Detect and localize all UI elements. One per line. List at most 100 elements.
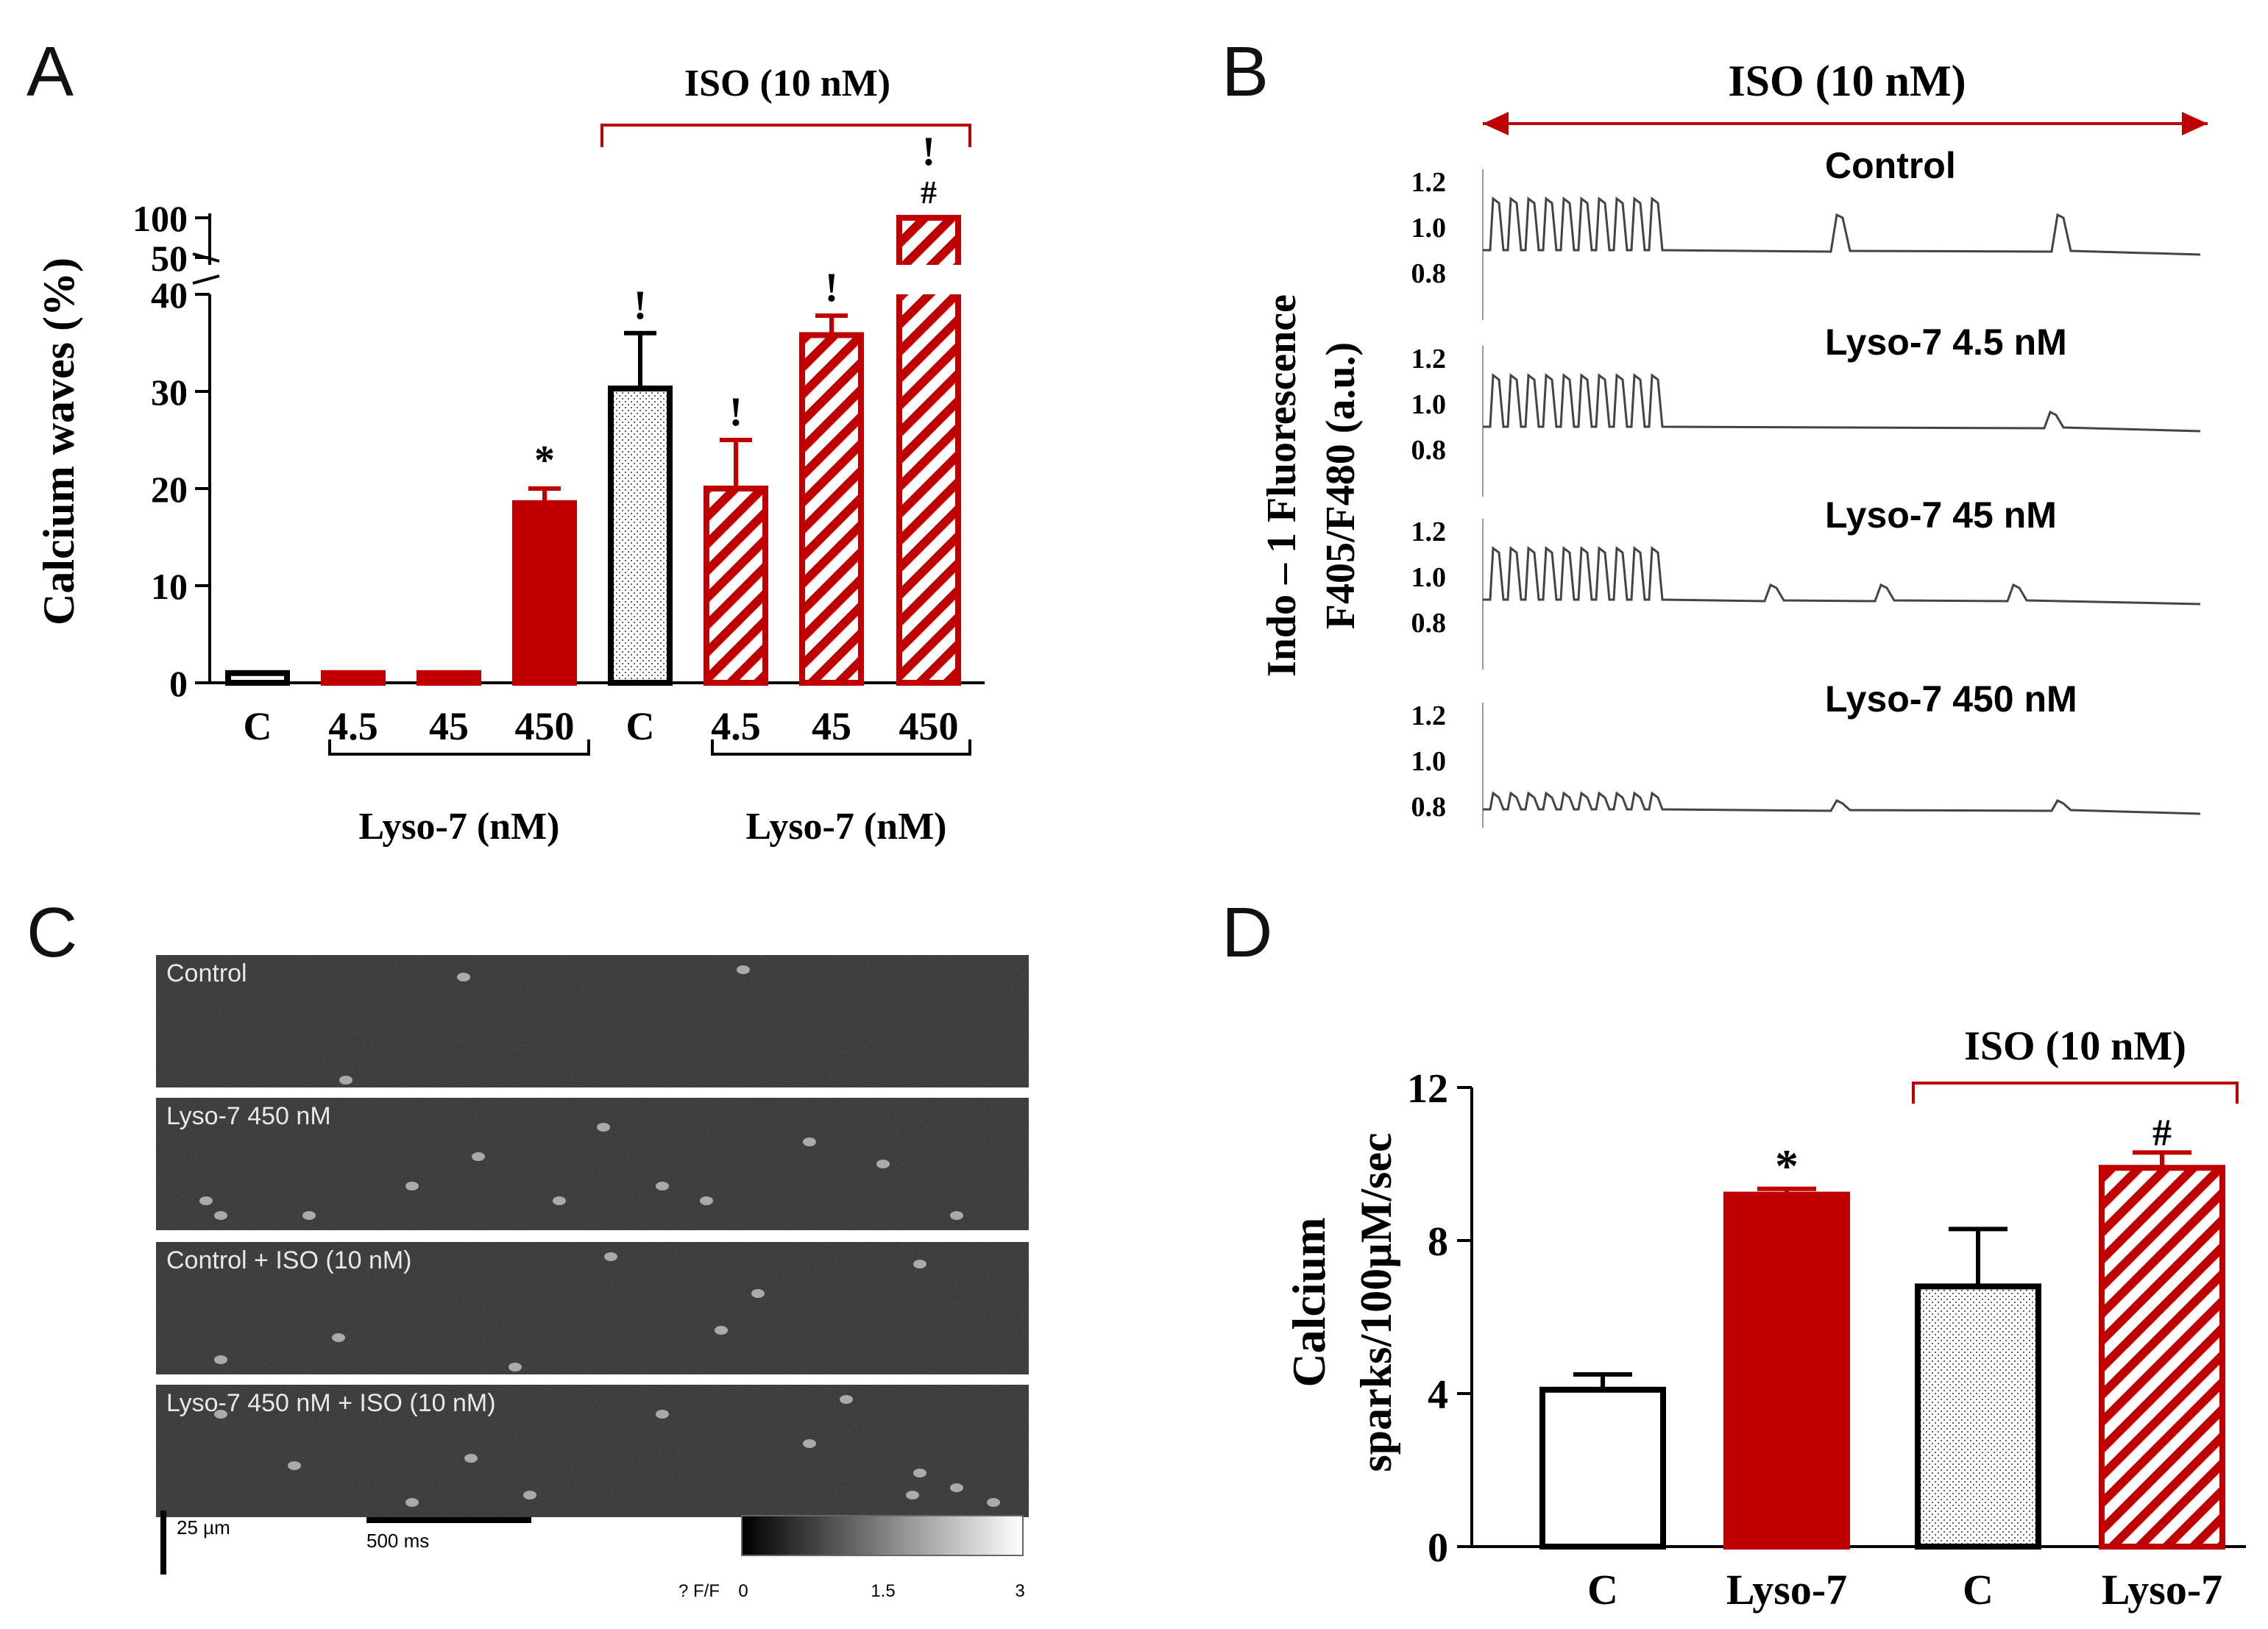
panel-a-annotation: # [921, 174, 937, 210]
panel-b-trace-tick: 1.2 [1411, 344, 1447, 375]
panel-a-bar [704, 486, 768, 686]
panel-d-iso-label: ISO (10 nM) [1964, 1023, 2186, 1069]
panel-a-xtick-label: 450 [899, 704, 959, 748]
panel-a-xtick-label: 4.5 [328, 704, 378, 748]
panel-letter-b: B [1222, 32, 1269, 111]
panel-c-spark [987, 1498, 1000, 1507]
panel-c-spark [950, 1211, 963, 1220]
panel-c-colorbar-tick-0: 0 [738, 1581, 748, 1601]
panel-a-iso-bracket [600, 124, 971, 147]
panel-a-xtick-label: 4.5 [711, 704, 761, 748]
panel-d-ylabel-line2: sparks/100µM/sec [1352, 1132, 1400, 1472]
panel-a-iso-label: ISO (10 nM) [684, 63, 890, 104]
panel-a-group-label-2: Lyso-7 (nM) [746, 806, 947, 848]
panel-d-xtick-label: Lyso-7 [1726, 1566, 1847, 1614]
panel-b-trace-tick: 0.8 [1411, 435, 1447, 466]
panel-b-trace-tick: 1.2 [1411, 517, 1447, 547]
panel-d-bar [2099, 1165, 2225, 1550]
panel-a-ytick-label: 10 [151, 566, 188, 607]
panel-c-spark [508, 1363, 522, 1371]
panel-b-arrowhead-right [2182, 112, 2208, 135]
panel-c-spark [302, 1211, 316, 1220]
panel-a-group-bracket-2 [711, 739, 971, 756]
panel-c-spark [656, 1410, 669, 1419]
panel-c-spark [288, 1461, 301, 1470]
panel-a-group-bracket-1 [328, 739, 590, 756]
panel-d-bar [1915, 1283, 2041, 1550]
panel-c-spark [597, 1123, 610, 1132]
panel-letter-c: C [26, 893, 77, 972]
panel-a-bar [417, 670, 481, 686]
panel-c-spark [405, 1498, 419, 1507]
panel-c-spark [464, 1454, 478, 1463]
panel-d-xtick-label: Lyso-7 [2102, 1566, 2222, 1614]
panel-c-spark [803, 1439, 816, 1448]
panel-b-trace-tick: 1.2 [1411, 167, 1447, 198]
panel-letter-a: A [26, 32, 74, 111]
panel-c-image-noise [156, 1385, 1029, 1517]
panel-a-ytick-label: 40 [151, 274, 188, 316]
panel-a-ytick-label: 50 [151, 238, 188, 279]
panel-b-trace-name: Lyso-7 450 nM [1825, 678, 2077, 720]
panel-c-spark [472, 1152, 485, 1161]
panel-c-spark [553, 1196, 566, 1205]
panel-d-chart: Calcium sparks/100µM/sec 0 4 8 12 C * Lyso-7 C… [1283, 1023, 2246, 1614]
panel-c-image-noise [156, 1242, 1029, 1374]
panel-c-spark [906, 1491, 919, 1500]
panel-c-spark [840, 1395, 853, 1404]
panel-a-annotation: ! [922, 129, 936, 174]
panel-c-scale-x-label: 500 ms [366, 1530, 429, 1552]
panel-c-spark [803, 1138, 816, 1146]
panel-c-scale-y-label: 25 µm [177, 1516, 230, 1538]
panel-c-spark [339, 1076, 352, 1085]
panel-c-spark [876, 1160, 890, 1168]
panel-a-xtick-label: C [626, 704, 655, 748]
panel-a-bar [896, 215, 961, 686]
panel-a-bar [799, 332, 864, 686]
panel-d-annotation: * [1775, 1140, 1799, 1192]
panel-c-spark [715, 1326, 728, 1335]
panel-c-spark [913, 1469, 926, 1477]
panel-d-iso-bracket [1912, 1082, 2239, 1104]
panel-c-spark [751, 1289, 765, 1298]
panel-b-trace-name: Control [1825, 145, 1956, 186]
panel-d-ytick-label: 8 [1428, 1219, 1448, 1265]
panel-b-trace-line [1483, 373, 2201, 433]
panel-a-ytick-label: 100 [132, 198, 188, 239]
panel-a-bar [512, 500, 577, 686]
panel-c-image-noise [156, 955, 1029, 1087]
panel-c-colorbar-tick-1: 1.5 [871, 1581, 895, 1601]
panel-d-xtick-label: C [1963, 1566, 1994, 1614]
panel-a-ylabel: Calcium waves (%) [35, 258, 83, 625]
panel-c-colorbar-label: ? F/F [678, 1581, 720, 1601]
panel-c-spark [332, 1333, 345, 1342]
panel-a-xtick-label: C [244, 704, 272, 748]
panel-c-spark [457, 973, 470, 982]
panel-c-spark [656, 1182, 669, 1190]
panel-d-ytick-label: 4 [1428, 1372, 1448, 1418]
panel-c-colorbar [741, 1515, 1024, 1556]
panel-a-bar [321, 670, 386, 686]
panel-a-ytick-label: 20 [151, 469, 188, 510]
panel-a-xtick-label: 45 [429, 704, 469, 748]
panel-b-trace-name: Lyso-7 45 nM [1825, 494, 2057, 536]
panel-c-spark [405, 1182, 419, 1190]
panel-b-trace-name: Lyso-7 4.5 nM [1825, 322, 2067, 363]
panel-b-trace-tick: 1.0 [1411, 746, 1447, 777]
panel-b-trace-tick: 0.8 [1411, 258, 1447, 289]
panel-b-trace-tick: 1.0 [1411, 389, 1447, 420]
panel-c-images: Control Lyso-7 450 nM Control + ISO (10 nM… [156, 955, 1029, 1601]
panel-c-spark [214, 1211, 227, 1220]
panel-c-image-label: Control + ISO (10 nM) [166, 1246, 412, 1274]
panel-b-trace-tick: 0.8 [1411, 792, 1447, 823]
panel-a-annotation: ! [729, 389, 743, 435]
panel-c-spark [199, 1196, 213, 1205]
panel-d-annotation: # [2152, 1112, 2172, 1154]
panel-a-annotation: * [534, 438, 555, 483]
panel-c-spark [913, 1260, 926, 1268]
panel-b-title: ISO (10 nM) [1728, 57, 1966, 105]
panel-c-spark [700, 1196, 713, 1205]
panel-a-bar-break [895, 265, 963, 294]
